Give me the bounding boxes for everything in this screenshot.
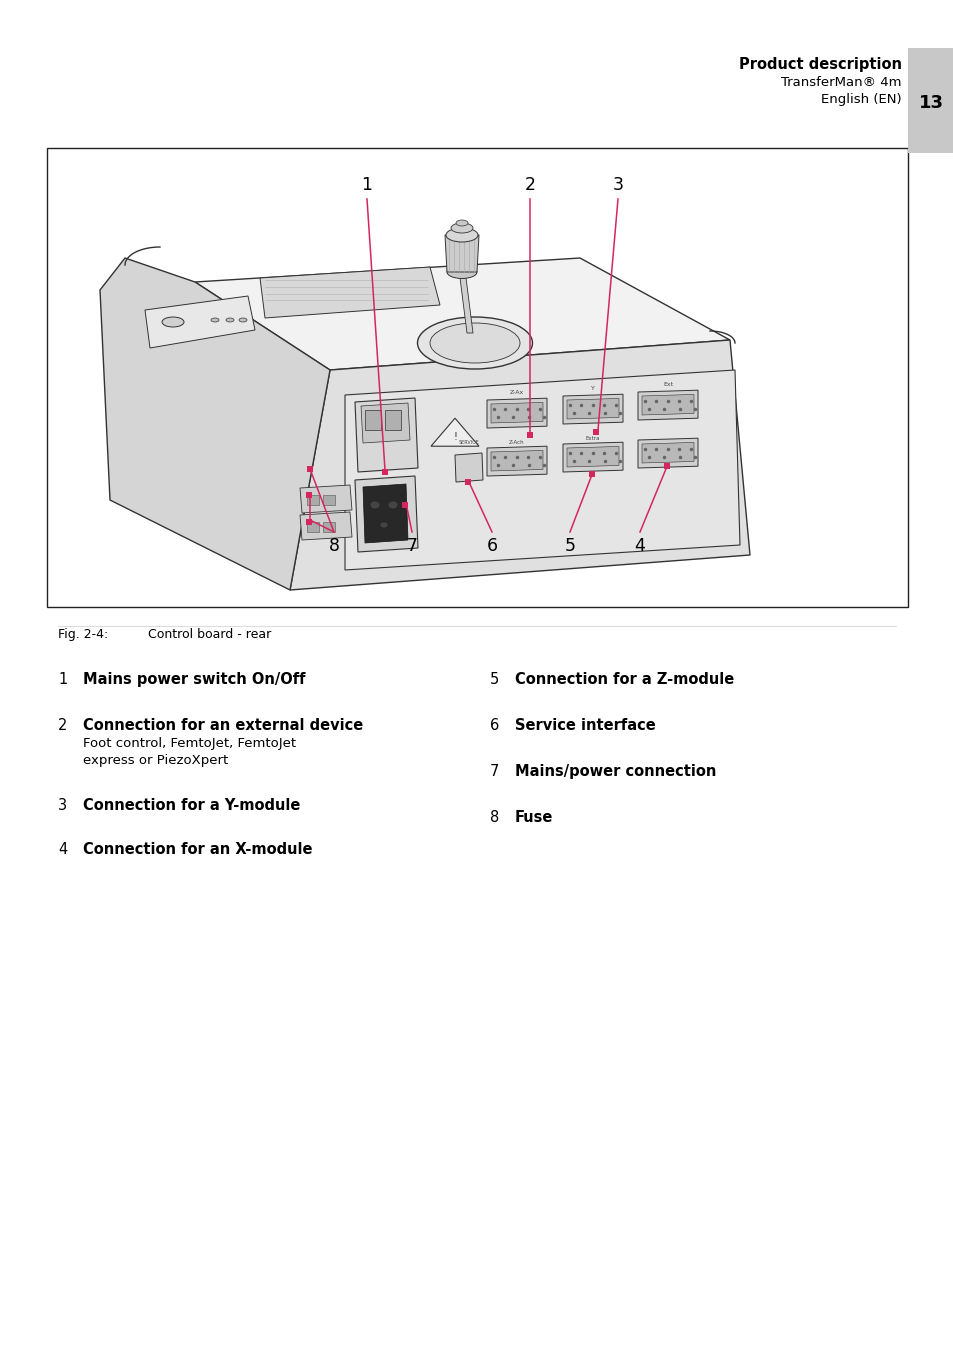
Ellipse shape: [456, 220, 468, 226]
Polygon shape: [360, 403, 410, 443]
Text: 7: 7: [406, 537, 417, 556]
Text: Z-Ach: Z-Ach: [509, 439, 524, 445]
Text: Product description: Product description: [739, 57, 901, 72]
Polygon shape: [491, 403, 542, 423]
Bar: [401, 502, 408, 508]
Text: 2: 2: [58, 718, 68, 733]
Text: Connection for an external device: Connection for an external device: [83, 718, 363, 733]
Text: English (EN): English (EN): [821, 93, 901, 107]
Ellipse shape: [211, 318, 219, 322]
Text: Y: Y: [591, 387, 595, 391]
Text: SERVICE: SERVICE: [458, 439, 478, 445]
Polygon shape: [145, 296, 254, 347]
Text: Connection for a Y-module: Connection for a Y-module: [83, 798, 300, 813]
Ellipse shape: [451, 223, 473, 233]
Text: 1: 1: [361, 176, 372, 193]
Ellipse shape: [430, 323, 519, 362]
Text: Foot control, FemtoJet, FemtoJet: Foot control, FemtoJet, FemtoJet: [83, 737, 295, 750]
Bar: [307, 522, 318, 531]
Polygon shape: [455, 453, 482, 483]
Bar: [663, 462, 669, 469]
Text: 3: 3: [612, 176, 623, 193]
Ellipse shape: [388, 502, 397, 508]
Ellipse shape: [239, 318, 247, 322]
Ellipse shape: [379, 522, 388, 529]
Text: 4: 4: [58, 842, 67, 857]
Bar: [365, 410, 380, 430]
Ellipse shape: [447, 265, 476, 279]
Text: Connection for a Z-module: Connection for a Z-module: [515, 672, 734, 687]
Text: 8: 8: [328, 537, 339, 556]
Text: Ext: Ext: [662, 383, 673, 387]
Text: Fuse: Fuse: [515, 810, 553, 825]
Polygon shape: [260, 266, 439, 318]
Bar: [464, 479, 471, 485]
Bar: [306, 492, 312, 498]
Text: express or PiezoXpert: express or PiezoXpert: [83, 754, 228, 767]
Bar: [593, 429, 598, 435]
Text: 4: 4: [634, 537, 645, 556]
Polygon shape: [363, 484, 408, 544]
Polygon shape: [638, 391, 698, 420]
Polygon shape: [641, 395, 693, 415]
Polygon shape: [100, 258, 330, 589]
Ellipse shape: [226, 318, 233, 322]
Polygon shape: [299, 485, 352, 512]
Polygon shape: [290, 339, 749, 589]
Bar: [307, 466, 313, 472]
Ellipse shape: [417, 316, 532, 369]
Polygon shape: [562, 395, 622, 425]
Polygon shape: [641, 442, 693, 462]
Ellipse shape: [446, 228, 477, 242]
Text: 8: 8: [490, 810, 498, 825]
Text: 6: 6: [486, 537, 497, 556]
Text: 5: 5: [564, 537, 575, 556]
Polygon shape: [566, 399, 618, 419]
Bar: [323, 495, 335, 506]
Polygon shape: [491, 450, 542, 470]
Bar: [588, 470, 595, 477]
Polygon shape: [355, 476, 417, 552]
Polygon shape: [562, 442, 622, 472]
Polygon shape: [444, 235, 478, 272]
Polygon shape: [194, 258, 729, 370]
Text: 2: 2: [524, 176, 535, 193]
Text: Control board - rear: Control board - rear: [148, 627, 271, 641]
Text: 7: 7: [490, 764, 498, 779]
Bar: [323, 522, 335, 531]
Text: 1: 1: [58, 672, 67, 687]
Text: Connection for an X-module: Connection for an X-module: [83, 842, 313, 857]
Bar: [47, 147, 907, 607]
Bar: [307, 495, 318, 506]
Text: 13: 13: [918, 95, 943, 112]
Text: 6: 6: [490, 718, 498, 733]
Bar: [385, 410, 400, 430]
Polygon shape: [345, 370, 740, 571]
Polygon shape: [638, 438, 698, 468]
Ellipse shape: [370, 502, 379, 508]
Text: Mains/power connection: Mains/power connection: [515, 764, 716, 779]
Polygon shape: [486, 399, 546, 429]
Ellipse shape: [162, 316, 184, 327]
Text: 3: 3: [58, 798, 67, 813]
Text: Service interface: Service interface: [515, 718, 655, 733]
Text: 5: 5: [490, 672, 498, 687]
Polygon shape: [458, 270, 473, 333]
Bar: [526, 433, 533, 438]
Text: TransferMan® 4m: TransferMan® 4m: [781, 76, 901, 88]
Text: Z-Ax: Z-Ax: [509, 389, 523, 395]
Text: Fig. 2-4:: Fig. 2-4:: [58, 627, 108, 641]
Bar: [381, 469, 388, 475]
Text: Mains power switch On/Off: Mains power switch On/Off: [83, 672, 305, 687]
Polygon shape: [566, 446, 618, 466]
Polygon shape: [355, 397, 417, 472]
Polygon shape: [299, 512, 352, 539]
Polygon shape: [431, 418, 478, 446]
Text: Extra: Extra: [585, 435, 599, 441]
Text: !: !: [453, 433, 456, 442]
Polygon shape: [486, 446, 546, 476]
Bar: [907, 49, 953, 153]
Bar: [306, 519, 312, 525]
